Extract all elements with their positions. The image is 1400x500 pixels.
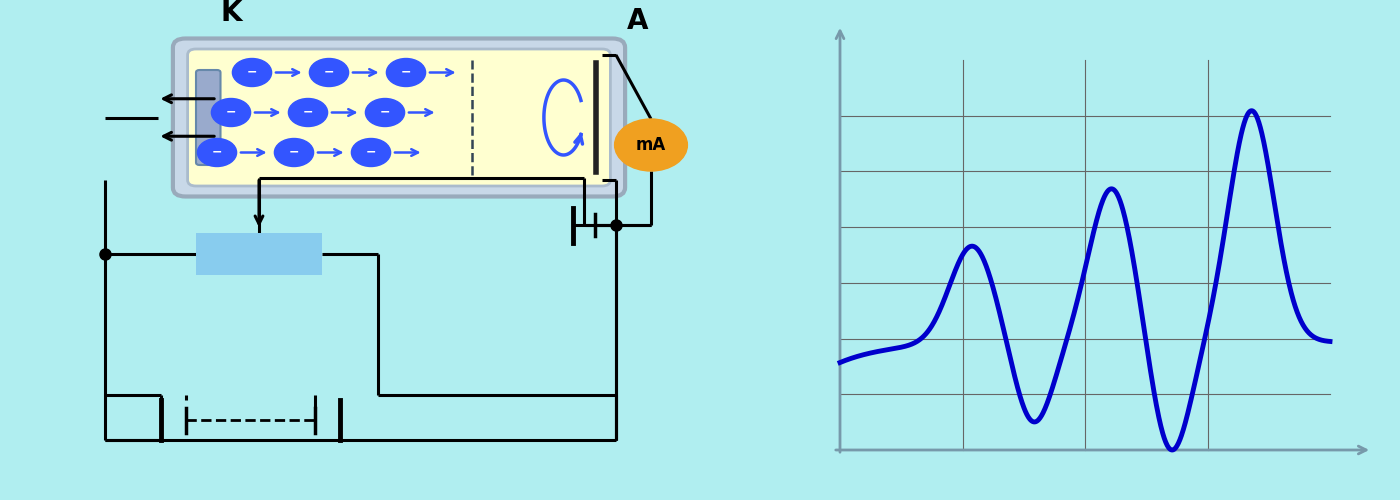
FancyArrowPatch shape (255, 180, 263, 224)
Text: −: − (246, 65, 258, 78)
Circle shape (197, 138, 237, 166)
Circle shape (351, 138, 391, 166)
Text: K: K (220, 0, 242, 28)
Circle shape (365, 98, 405, 126)
Text: −: − (400, 65, 412, 78)
Text: −: − (379, 105, 391, 118)
Text: −: − (365, 145, 377, 158)
FancyArrowPatch shape (318, 149, 342, 156)
Text: mA: mA (636, 136, 666, 154)
FancyArrowPatch shape (395, 149, 419, 156)
Text: −: − (323, 65, 335, 78)
Circle shape (288, 98, 328, 126)
Circle shape (309, 58, 349, 86)
Circle shape (386, 58, 426, 86)
FancyArrowPatch shape (332, 109, 356, 116)
FancyArrowPatch shape (430, 69, 454, 76)
FancyArrowPatch shape (241, 149, 265, 156)
FancyBboxPatch shape (196, 70, 221, 165)
FancyArrowPatch shape (575, 134, 582, 144)
Text: −: − (288, 145, 300, 158)
FancyArrowPatch shape (255, 109, 279, 116)
Circle shape (274, 138, 314, 166)
Text: A: A (627, 7, 648, 35)
Circle shape (615, 119, 687, 171)
Bar (196, 232, 322, 275)
Circle shape (211, 98, 251, 126)
FancyArrowPatch shape (276, 69, 300, 76)
FancyArrowPatch shape (409, 109, 433, 116)
FancyBboxPatch shape (188, 49, 610, 186)
FancyBboxPatch shape (172, 38, 624, 196)
Text: −: − (211, 145, 223, 158)
Text: −: − (225, 105, 237, 118)
Text: −: − (302, 105, 314, 118)
Circle shape (232, 58, 272, 86)
FancyArrowPatch shape (164, 95, 214, 102)
FancyArrowPatch shape (353, 69, 377, 76)
FancyArrowPatch shape (164, 132, 214, 140)
